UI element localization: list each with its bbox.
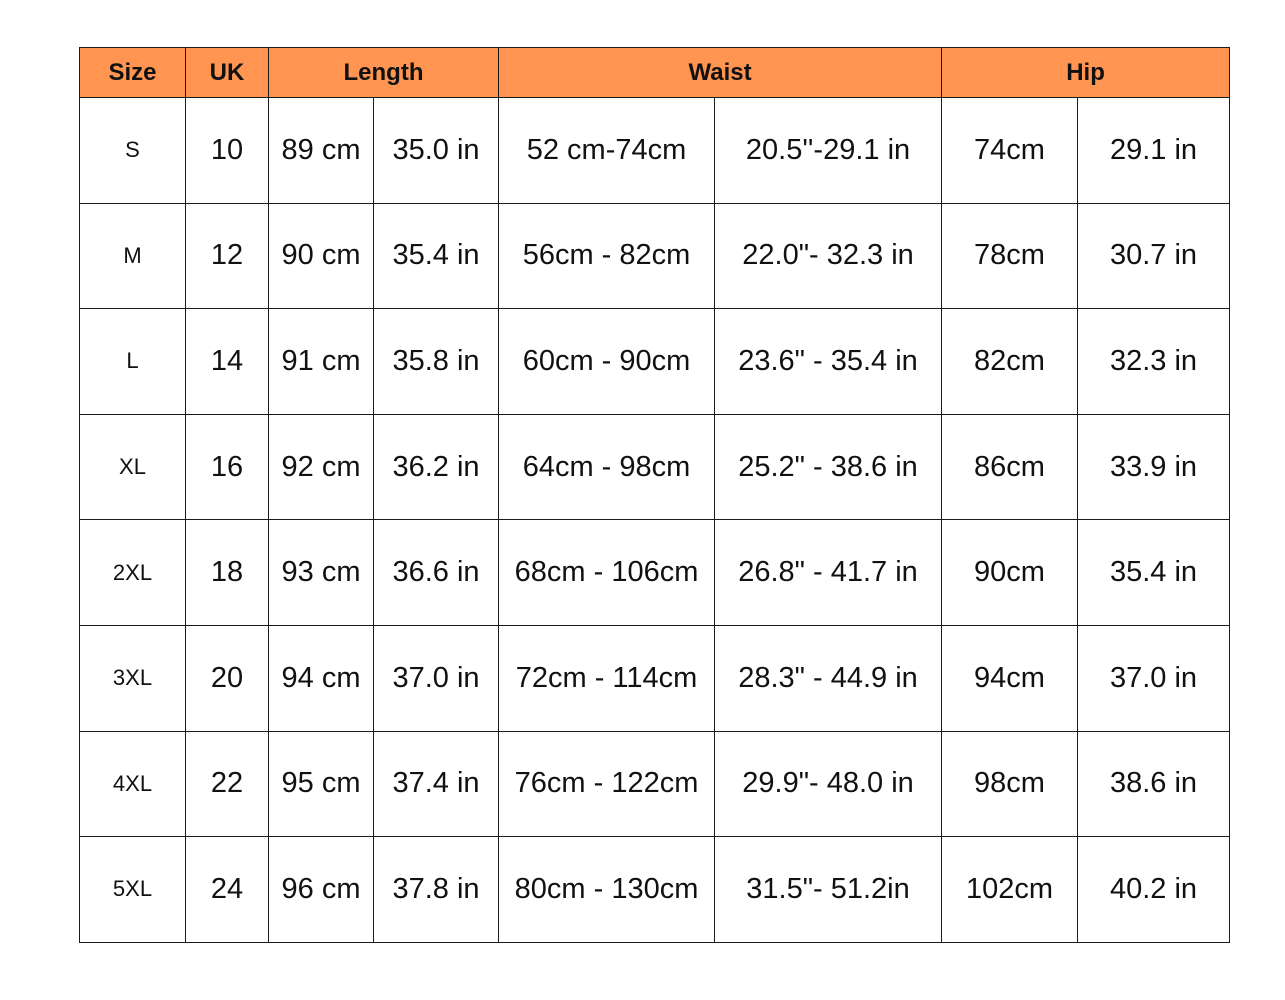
cell-length-in: 36.2 in — [372, 413, 500, 521]
cell-hip-cm: 78cm — [941, 202, 1079, 310]
table-row: 4XL 22 95 cm 37.4 in 76cm - 122cm 29.9"- 48.0… — [79, 730, 1231, 838]
cell-waist-in: 26.8" - 41.7 in — [714, 519, 943, 626]
header-uk: UK — [185, 47, 269, 98]
cell-length-cm: 93 cm — [268, 519, 374, 626]
cell-waist-in: 28.3" - 44.9 in — [714, 624, 943, 732]
table-row: XL 16 92 cm 36.2 in 64cm - 98cm 25.2" - 38.6 … — [79, 413, 1231, 521]
cell-length-in: 35.0 in — [372, 97, 500, 204]
header-waist: Waist — [498, 47, 943, 98]
cell-waist-cm: 72cm - 114cm — [498, 624, 716, 732]
cell-hip-cm: 94cm — [941, 624, 1079, 732]
cell-uk: 10 — [185, 97, 269, 204]
cell-uk: 12 — [185, 202, 269, 310]
cell-length-cm: 89 cm — [268, 97, 374, 204]
header-hip: Hip — [941, 47, 1231, 98]
cell-hip-cm: 82cm — [941, 308, 1079, 415]
cell-uk: 16 — [185, 413, 269, 521]
cell-uk: 22 — [185, 730, 269, 838]
cell-length-cm: 96 cm — [268, 836, 374, 943]
cell-waist-cm: 68cm - 106cm — [498, 519, 716, 626]
cell-size: 3XL — [79, 624, 186, 732]
cell-waist-cm: 80cm - 130cm — [498, 836, 716, 943]
cell-waist-in: 23.6" - 35.4 in — [714, 308, 943, 415]
cell-length-in: 37.0 in — [372, 624, 500, 732]
cell-waist-in: 20.5''-29.1 in — [714, 97, 943, 204]
cell-hip-in: 33.9 in — [1077, 413, 1231, 521]
header-row: Size UK Length Waist Hip — [79, 47, 1231, 98]
cell-length-cm: 91 cm — [268, 308, 374, 415]
table-row: L 14 91 cm 35.8 in 60cm - 90cm 23.6" - 35.4 i… — [79, 308, 1231, 415]
cell-hip-cm: 98cm — [941, 730, 1079, 838]
table-row: 5XL 24 96 cm 37.8 in 80cm - 130cm 31.5"- 51.2… — [79, 836, 1231, 943]
cell-waist-in: 22.0"- 32.3 in — [714, 202, 943, 310]
header-size: Size — [79, 47, 186, 98]
cell-hip-in: 29.1 in — [1077, 97, 1231, 204]
cell-uk: 20 — [185, 624, 269, 732]
cell-length-cm: 90 cm — [268, 202, 374, 310]
table-row: S 10 89 cm 35.0 in 52 cm-74cm 20.5''-29.1 in 7… — [79, 97, 1231, 204]
cell-hip-cm: 86cm — [941, 413, 1079, 521]
cell-length-cm: 94 cm — [268, 624, 374, 732]
table-body: S 10 89 cm 35.0 in 52 cm-74cm 20.5''-29.1 in 7… — [79, 97, 1231, 943]
size-chart-table: Size UK Length Waist Hip S 10 89 cm 35.0 in… — [79, 47, 1231, 943]
cell-uk: 24 — [185, 836, 269, 943]
cell-hip-in: 40.2 in — [1077, 836, 1231, 943]
cell-size: 2XL — [79, 519, 186, 626]
cell-waist-in: 25.2" - 38.6 in — [714, 413, 943, 521]
cell-hip-in: 37.0 in — [1077, 624, 1231, 732]
cell-hip-in: 30.7 in — [1077, 202, 1231, 310]
cell-waist-cm: 76cm - 122cm — [498, 730, 716, 838]
cell-waist-in: 29.9"- 48.0 in — [714, 730, 943, 838]
cell-waist-cm: 64cm - 98cm — [498, 413, 716, 521]
cell-length-in: 35.8 in — [372, 308, 500, 415]
cell-waist-cm: 52 cm-74cm — [498, 97, 716, 204]
cell-length-in: 37.4 in — [372, 730, 500, 838]
cell-hip-cm: 90cm — [941, 519, 1079, 626]
cell-waist-cm: 56cm - 82cm — [498, 202, 716, 310]
cell-length-in: 37.8 in — [372, 836, 500, 943]
cell-waist-cm: 60cm - 90cm — [498, 308, 716, 415]
cell-hip-cm: 74cm — [941, 97, 1079, 204]
cell-hip-in: 32.3 in — [1077, 308, 1231, 415]
cell-length-cm: 95 cm — [268, 730, 374, 838]
cell-length-cm: 92 cm — [268, 413, 374, 521]
cell-size: M — [79, 202, 186, 310]
cell-hip-in: 38.6 in — [1077, 730, 1231, 838]
cell-size: 5XL — [79, 836, 186, 943]
cell-uk: 18 — [185, 519, 269, 626]
table-row: 3XL 20 94 cm 37.0 in 72cm - 114cm 28.3" - 44.… — [79, 624, 1231, 732]
header-length: Length — [267, 47, 500, 98]
table-row: 2XL 18 93 cm 36.6 in 68cm - 106cm 26.8" - 41.… — [79, 519, 1231, 626]
cell-size: 4XL — [79, 730, 186, 838]
cell-size: L — [79, 308, 186, 415]
table-row: M 12 90 cm 35.4 in 56cm - 82cm 22.0"- 32.3 in… — [79, 202, 1231, 310]
cell-waist-in: 31.5"- 51.2in — [714, 836, 943, 943]
cell-size: XL — [79, 413, 186, 521]
cell-hip-cm: 102cm — [941, 836, 1079, 943]
cell-length-in: 36.6 in — [372, 519, 500, 626]
cell-size: S — [79, 97, 186, 204]
cell-hip-in: 35.4 in — [1077, 519, 1231, 626]
cell-length-in: 35.4 in — [372, 202, 500, 310]
cell-uk: 14 — [185, 308, 269, 415]
